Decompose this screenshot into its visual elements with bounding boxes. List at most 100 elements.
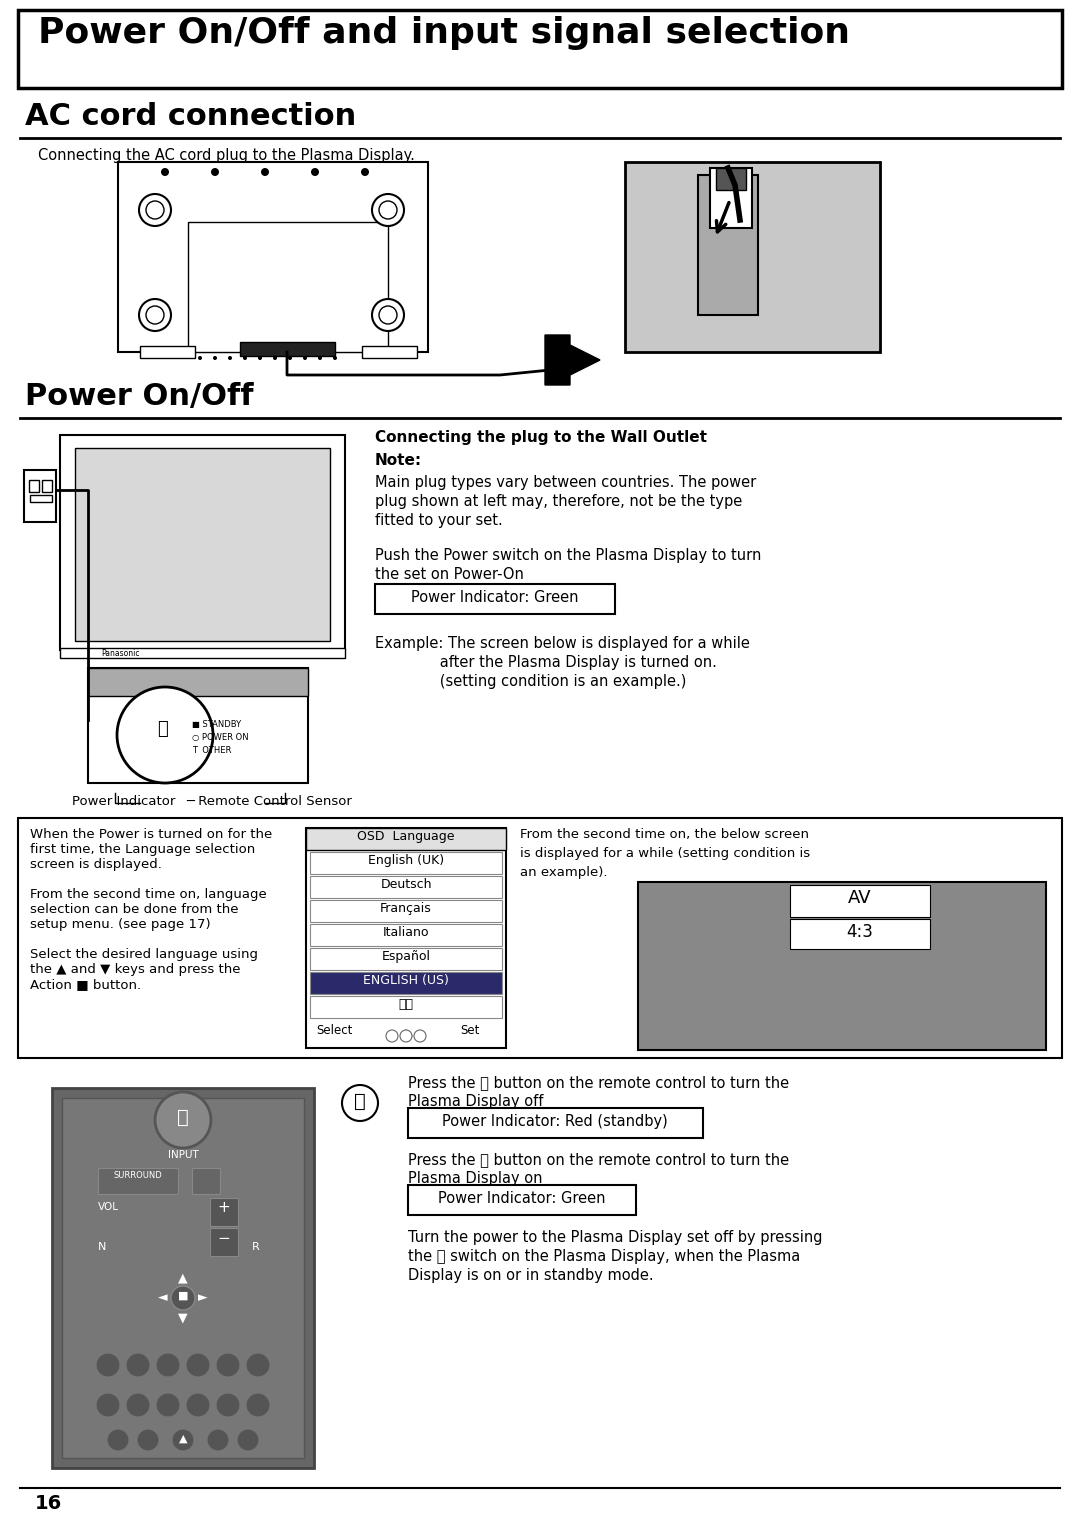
Bar — [75, 448, 330, 642]
Text: Power Indicator: Power Indicator — [72, 795, 175, 808]
Circle shape — [318, 356, 322, 361]
Bar — [60, 435, 345, 649]
Text: Display is on or in standby mode.: Display is on or in standby mode. — [408, 1268, 653, 1284]
Bar — [60, 648, 345, 659]
Text: Push the Power switch on the Plasma Display to turn: Push the Power switch on the Plasma Disp… — [375, 549, 761, 562]
Text: Example: The screen below is displayed for a while: Example: The screen below is displayed f… — [375, 636, 750, 651]
Text: ENGLISH (US): ENGLISH (US) — [363, 973, 449, 987]
Text: OSD  Language: OSD Language — [357, 830, 455, 843]
Text: 中文: 中文 — [399, 998, 414, 1012]
Circle shape — [228, 356, 232, 361]
Circle shape — [186, 1394, 210, 1416]
Circle shape — [273, 356, 276, 361]
Circle shape — [216, 1394, 240, 1416]
Text: AV: AV — [848, 889, 872, 908]
Bar — [210, 1198, 238, 1225]
Text: Note:: Note: — [375, 452, 422, 468]
Circle shape — [146, 306, 164, 324]
Circle shape — [161, 168, 168, 176]
Text: ▲: ▲ — [178, 1271, 188, 1284]
Bar — [698, 176, 758, 315]
Circle shape — [303, 356, 307, 361]
Bar — [310, 853, 502, 874]
Circle shape — [207, 1429, 229, 1452]
Circle shape — [216, 1352, 240, 1377]
Circle shape — [96, 1394, 120, 1416]
Text: ■: ■ — [178, 1291, 188, 1300]
Text: ■ STANDBY: ■ STANDBY — [192, 720, 241, 729]
Bar — [310, 996, 502, 1018]
Text: Power Indicator: Green: Power Indicator: Green — [411, 590, 579, 605]
Text: the ⏻ switch on the Plasma Display, when the Plasma: the ⏻ switch on the Plasma Display, when… — [408, 1248, 800, 1264]
Bar — [188, 222, 388, 351]
Text: Power On/Off and input signal selection: Power On/Off and input signal selection — [38, 15, 850, 50]
Text: an example).: an example). — [519, 866, 607, 879]
Text: after the Plasma Display is turned on.: after the Plasma Display is turned on. — [375, 656, 717, 669]
Text: From the second time on, the below screen: From the second time on, the below scree… — [519, 828, 809, 840]
Circle shape — [361, 168, 369, 176]
Polygon shape — [545, 335, 600, 385]
Text: Español: Español — [381, 950, 431, 963]
Circle shape — [386, 1030, 399, 1042]
Circle shape — [126, 1394, 150, 1416]
Bar — [310, 972, 502, 995]
Text: ►: ► — [199, 1291, 207, 1303]
Text: (setting condition is an example.): (setting condition is an example.) — [375, 674, 687, 689]
Bar — [240, 342, 335, 356]
Circle shape — [333, 356, 337, 361]
Circle shape — [146, 202, 164, 219]
Bar — [87, 668, 308, 782]
Bar — [210, 1229, 238, 1256]
Circle shape — [237, 1429, 259, 1452]
Bar — [98, 1167, 178, 1193]
Circle shape — [198, 356, 202, 361]
Text: Plasma Display off: Plasma Display off — [408, 1094, 543, 1109]
Text: Power Indicator: Red (standby): Power Indicator: Red (standby) — [442, 1114, 667, 1129]
Circle shape — [156, 1093, 211, 1148]
Text: INPUT: INPUT — [167, 1151, 199, 1160]
Circle shape — [156, 1352, 180, 1377]
Text: ⏻: ⏻ — [177, 1108, 189, 1128]
Circle shape — [246, 1352, 270, 1377]
Bar — [52, 1088, 314, 1468]
Bar — [310, 876, 502, 898]
Text: 16: 16 — [35, 1494, 63, 1513]
Circle shape — [172, 1429, 194, 1452]
Bar — [310, 924, 502, 946]
Circle shape — [117, 688, 213, 782]
Circle shape — [414, 1030, 426, 1042]
Text: Power On/Off: Power On/Off — [25, 382, 254, 411]
Bar — [710, 168, 752, 228]
Circle shape — [213, 356, 217, 361]
Text: ⏻: ⏻ — [157, 720, 167, 738]
Circle shape — [261, 168, 269, 176]
Bar — [18, 817, 1062, 1057]
Bar — [789, 885, 930, 917]
Circle shape — [107, 1429, 129, 1452]
Bar — [310, 900, 502, 921]
Bar — [362, 345, 417, 358]
Circle shape — [186, 1352, 210, 1377]
Text: 4:3: 4:3 — [847, 923, 874, 941]
Text: −: − — [218, 1232, 230, 1245]
Text: Press the ⏻ button on the remote control to turn the: Press the ⏻ button on the remote control… — [408, 1152, 789, 1167]
Bar — [408, 1186, 636, 1215]
Circle shape — [96, 1352, 120, 1377]
Text: ⏻: ⏻ — [354, 1093, 366, 1111]
Text: Set: Set — [460, 1024, 480, 1038]
Text: T  OTHER: T OTHER — [192, 746, 231, 755]
Text: Italiano: Italiano — [382, 926, 429, 940]
Text: VOL: VOL — [98, 1203, 119, 1212]
Circle shape — [372, 194, 404, 226]
Bar — [140, 345, 195, 358]
Circle shape — [243, 356, 247, 361]
Bar — [408, 1108, 703, 1138]
Circle shape — [156, 1394, 180, 1416]
Text: Connecting the plug to the Wall Outlet: Connecting the plug to the Wall Outlet — [375, 429, 707, 445]
Bar — [118, 162, 428, 351]
Text: Turn the power to the Plasma Display set off by pressing: Turn the power to the Plasma Display set… — [408, 1230, 823, 1245]
Bar — [192, 1167, 220, 1193]
Bar — [30, 495, 52, 503]
Text: the set on Power-On: the set on Power-On — [375, 567, 524, 582]
Circle shape — [211, 168, 219, 176]
